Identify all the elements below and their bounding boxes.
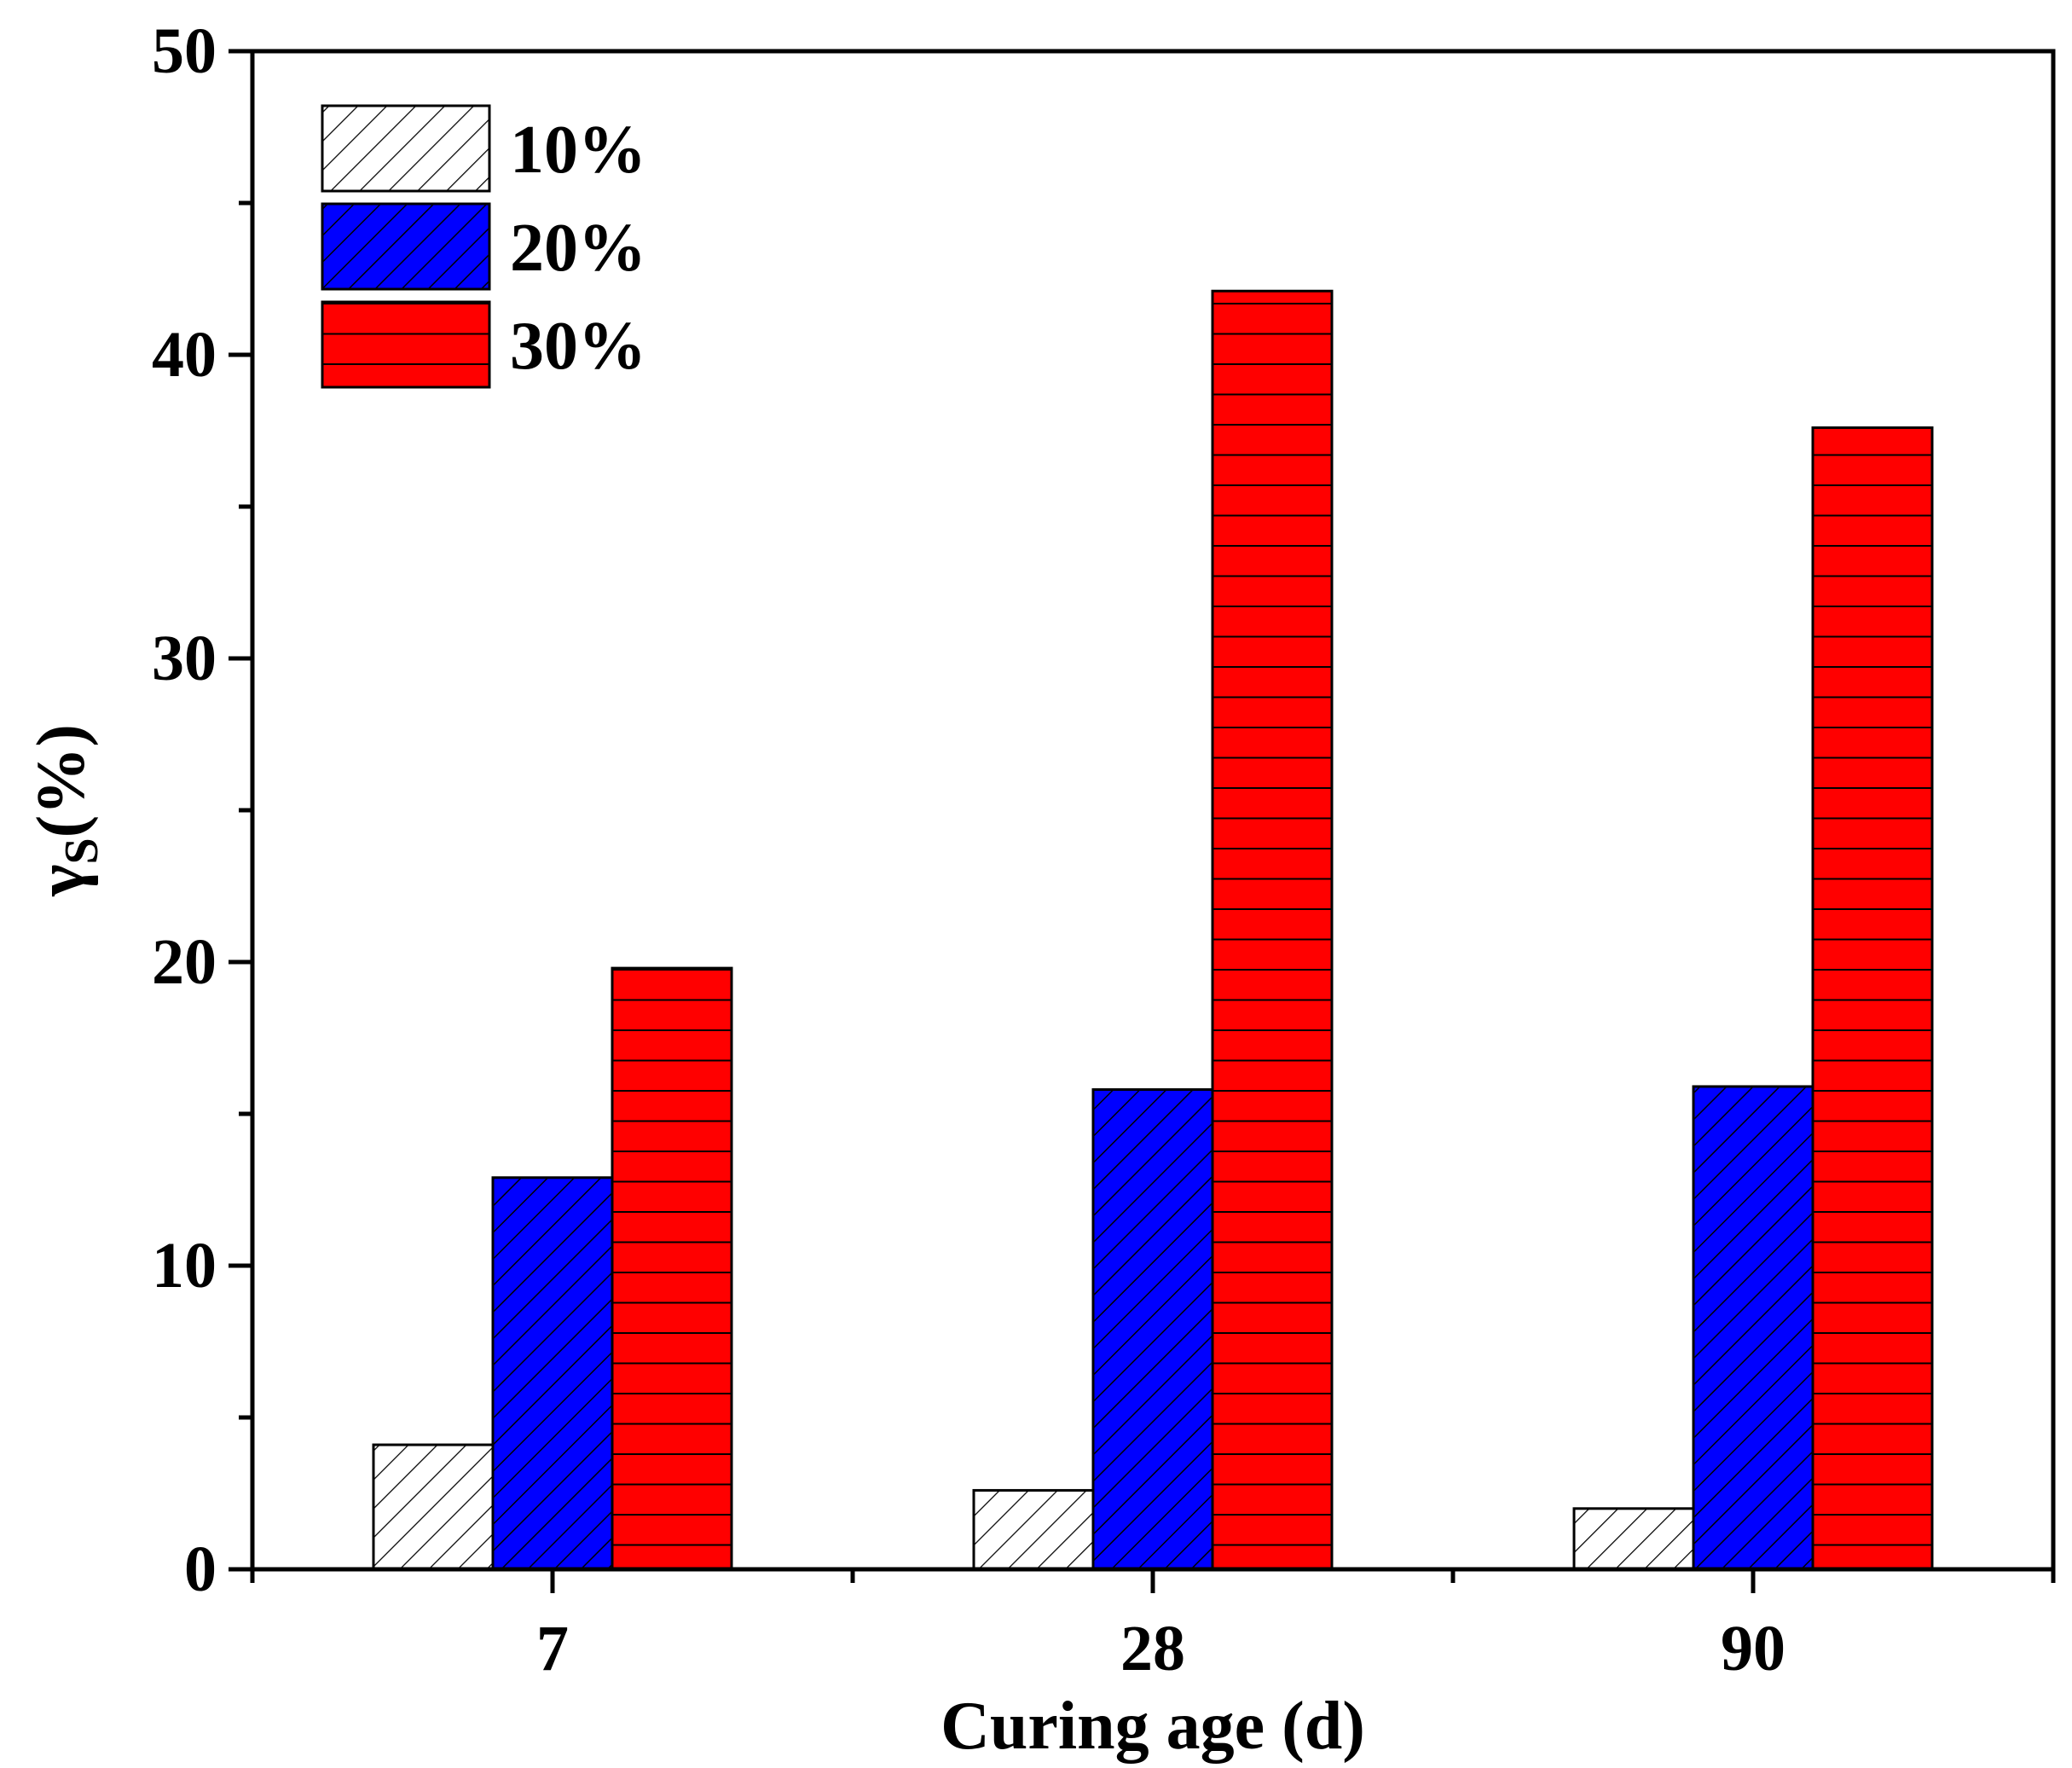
bars-group	[372, 289, 1934, 1571]
legend-swatch-30pct	[321, 300, 491, 389]
x-axis-ticks: 7 28 90	[250, 1569, 2056, 1684]
y-tick-label: 40	[152, 319, 217, 391]
y-axis-ticks: 0 10 20 30 40 50	[152, 15, 252, 1605]
y-axis-title: γS(%)	[24, 724, 108, 897]
legend-label: 30%	[510, 309, 646, 384]
bar-28d-10pct	[972, 1488, 1095, 1571]
bar-7d-30pct	[611, 966, 733, 1571]
y-tick-label: 50	[152, 15, 217, 87]
y-tick-label: 20	[152, 926, 217, 998]
bar-90d-10pct	[1572, 1507, 1695, 1571]
x-axis-title: Curing age (d)	[941, 1689, 1365, 1764]
bar-7d-10pct	[372, 1443, 495, 1571]
bar-90d-20pct	[1692, 1085, 1814, 1571]
y-tick-label: 0	[184, 1533, 217, 1605]
bar-28d-30pct	[1211, 289, 1334, 1571]
bar-7d-20pct	[491, 1176, 614, 1571]
y-tick-label: 30	[152, 623, 217, 694]
x-tick-label: 28	[1120, 1613, 1185, 1684]
y-tick-label: 10	[152, 1230, 217, 1301]
x-tick-label: 7	[536, 1613, 569, 1684]
legend-swatch-10pct	[321, 104, 491, 193]
bar-90d-30pct	[1811, 426, 1934, 1571]
x-tick-label: 90	[1721, 1613, 1786, 1684]
legend-label: 20%	[510, 211, 646, 286]
legend-swatch-20pct	[321, 202, 491, 291]
legend-label: 10%	[510, 113, 646, 188]
bar-28d-20pct	[1091, 1088, 1214, 1571]
legend: 10% 20% 30%	[321, 104, 646, 389]
